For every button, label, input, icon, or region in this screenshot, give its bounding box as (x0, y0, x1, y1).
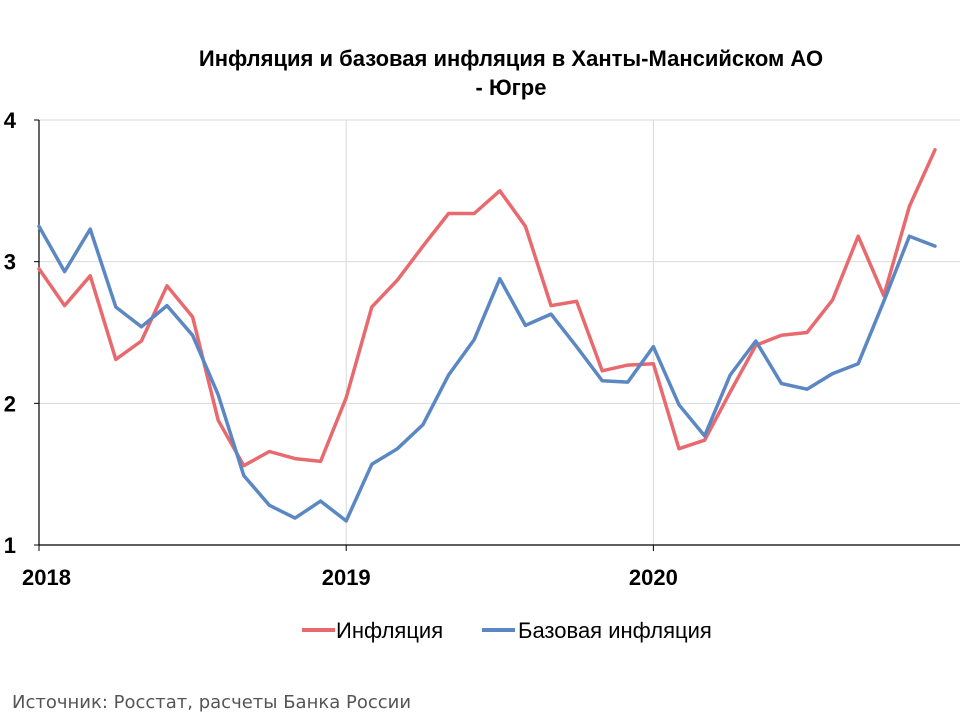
y-tick-label: 4 (4, 108, 17, 133)
x-tick-label: 2018 (22, 565, 71, 590)
y-tick-label: 3 (4, 250, 16, 275)
x-axis-ticks: 2018 2019 2020 (22, 545, 678, 590)
series-lines (37, 148, 937, 523)
gridlines (39, 119, 960, 545)
legend-label-inflation: Инфляция (336, 618, 443, 643)
chart-title-line-2: - Югре (476, 75, 547, 100)
y-axis-ticks: 1 2 3 4 (4, 108, 39, 558)
y-tick-label: 1 (4, 533, 16, 558)
source-note: Источник: Росстат, расчеты Банка России (12, 692, 412, 713)
legend: Инфляция Базовая инфляция (302, 618, 712, 643)
y-tick-label: 2 (4, 391, 16, 416)
x-tick-label: 2020 (629, 565, 678, 590)
x-tick-label: 2019 (322, 565, 371, 590)
axes (38, 120, 960, 546)
legend-label-core-inflation: Базовая инфляция (518, 618, 712, 643)
series-line-core-inflation (37, 224, 937, 523)
chart-title-line-1: Инфляция и базовая инфляция в Ханты-Манс… (199, 46, 823, 71)
series-line-inflation (37, 148, 937, 468)
